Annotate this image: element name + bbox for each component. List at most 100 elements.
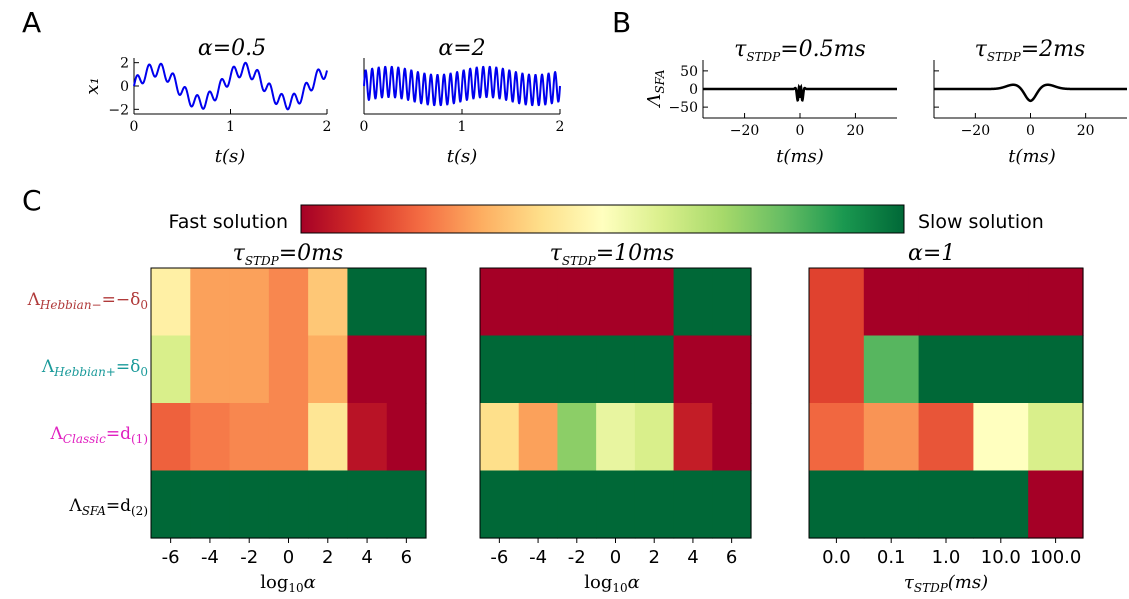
heatmap-x-tick-label: 0	[283, 547, 294, 568]
heatmap-cell	[712, 470, 752, 539]
heatmap-cell	[480, 470, 520, 539]
panel-b2-x-tick-label: 0	[1026, 123, 1035, 139]
row-labels: ΛHebbian−=−δ0 ΛHebbian+=δ0 ΛClassic=d(1)…	[27, 290, 148, 518]
heatmap-cell	[190, 470, 231, 539]
row-label-sfa: ΛSFA=d(2)	[68, 496, 148, 518]
heatmap-cell	[518, 470, 559, 539]
heatmap-cell	[347, 268, 388, 337]
heatmap-cell	[809, 268, 865, 337]
panel-a2: α=2 0 1 2 t(s)	[360, 36, 565, 167]
panel-b1-x-tick-label: 0	[796, 123, 805, 139]
heatmap-cell	[712, 268, 752, 337]
heatmap-1-title-sub: STDP	[245, 254, 280, 268]
heatmap-1-x-label-rest: α	[304, 572, 316, 593]
heatmap-x-tick-label: -2	[568, 547, 586, 568]
panel-b2-title-rest: =2ms	[1021, 37, 1086, 62]
heatmap-x-tick-label: 100.0	[1030, 547, 1082, 568]
row-label-hebbian-plus-rest: =δ	[116, 357, 140, 377]
heatmap-x-tick-label: -4	[201, 547, 219, 568]
heatmap-cell	[673, 335, 713, 404]
panel-a2-signal-line	[363, 65, 561, 107]
panel-a1-x-tick-label: 2	[323, 119, 332, 135]
heatmap-cell	[386, 335, 427, 404]
row-label-hebbian-plus-sub: Hebbian+	[53, 365, 116, 379]
heatmap-3-x-label-rest: (ms)	[948, 572, 988, 593]
heatmap-cell	[557, 268, 597, 337]
heatmap-cell	[229, 268, 270, 337]
heatmap-cell	[596, 403, 636, 472]
heatmap-1-x-label-main: log	[260, 572, 288, 593]
heatmap-1-title-rest: =0ms	[279, 241, 344, 266]
row-label-hebbian-minus-rest-sub: 0	[140, 298, 148, 312]
panel-letter-b: B	[612, 6, 631, 39]
heatmap-x-tick-label: 6	[401, 547, 412, 568]
heatmap-1-x-label-sub: 10	[288, 581, 303, 595]
row-label-hebbian-plus: ΛHebbian+=δ0	[41, 357, 148, 379]
heatmap-x-tick-label: 0.0	[822, 547, 851, 568]
panel-b2-x-tick-label: −20	[961, 123, 991, 139]
heatmap-cell	[712, 403, 752, 472]
panel-a1: α=0.5 0 1 220−2 t(s) x₁	[82, 36, 331, 167]
panel-b1-y-tick-label: 50	[680, 64, 698, 80]
panel-a1-title: α=0.5	[198, 36, 266, 61]
heatmap-cell	[596, 268, 636, 337]
heatmap-x-tick-label: 4	[361, 547, 372, 568]
heatmap-x-tick-label: 4	[687, 547, 698, 568]
heatmap-cell	[918, 335, 974, 404]
panel-b1-kernel-line	[703, 83, 897, 102]
colorbar: Fast solution Slow solution	[169, 204, 1044, 234]
panel-b1-x-label: t(ms)	[776, 146, 824, 167]
heatmap-cell	[229, 335, 270, 404]
row-label-classic-main: Λ	[50, 424, 64, 444]
heatmap-3-x-label-sub: STDP	[914, 581, 949, 595]
heatmap-x-tick-label: 0.1	[877, 547, 906, 568]
heatmap-3-x-label-main: τ	[904, 572, 915, 593]
heatmap-cell	[480, 335, 520, 404]
panel-b1-y-label-sub: SFA	[653, 69, 667, 94]
heatmap-cell	[347, 335, 388, 404]
panel-b1-y-tick-label: 0	[689, 82, 698, 98]
panel-b1: τSTDP=0.5ms −20 0 20 50 0 −50 t(ms) ΛSFA	[644, 37, 897, 167]
heatmap-cell	[634, 470, 675, 539]
panel-b1-y-label: ΛSFA	[644, 69, 667, 109]
panel-b2-title-sub: STDP	[987, 50, 1022, 64]
panel-b1-title-rest: =0.5ms	[780, 37, 866, 62]
row-label-hebbian-minus: ΛHebbian−=−δ0	[27, 290, 148, 312]
panel-c-heatmaps: -6 -4 -2 0 2 4 6 -6 -4 -2 0 2 4 6 0.0 0.1 1.0 10.0 100.0	[150, 267, 1084, 568]
panel-a2-x-tick-label: 0	[360, 119, 369, 135]
heatmap-x-tick-label: 2	[322, 547, 333, 568]
heatmap-cell	[1028, 470, 1084, 539]
panel-b1-title-sub: STDP	[746, 50, 781, 64]
heatmap-x-tick-label: -6	[162, 547, 180, 568]
panel-a1-x-label: t(s)	[215, 146, 246, 167]
heatmap-cell	[863, 470, 920, 539]
panel-a1-x-tick-label: 1	[226, 119, 235, 135]
heatmap-3-x-label: τSTDP(ms)	[904, 572, 988, 595]
row-label-classic-rest-sub: (1)	[131, 432, 148, 446]
heatmap-cell	[480, 403, 520, 472]
panel-b2-x-label: t(ms)	[1008, 146, 1056, 167]
panel-b2-kernel-line	[934, 83, 1127, 103]
panel-b1-x-tick-label: 20	[847, 123, 865, 139]
heatmap-cell	[557, 335, 597, 404]
heatmap-1-title: τSTDP=0ms	[233, 241, 344, 268]
heatmap-cell	[918, 470, 974, 539]
heatmap-cell	[1028, 268, 1084, 337]
heatmap-cell	[268, 470, 309, 539]
heatmap-cell	[809, 335, 865, 404]
heatmap-cell	[863, 335, 920, 404]
heatmap-cell	[190, 268, 231, 337]
heatmap-2-title-sub: STDP	[562, 254, 597, 268]
panel-a2-x-tick-label: 2	[556, 119, 565, 135]
row-label-classic-rest: =d	[106, 424, 131, 444]
colorbar-gradient	[300, 204, 905, 234]
heatmap-cell	[973, 268, 1029, 337]
colorbar-left-label: Fast solution	[169, 211, 288, 233]
panel-a2-x-tick-label: 1	[458, 119, 467, 135]
heatmap-cell	[712, 335, 752, 404]
heatmap-1-title-main: τ	[233, 241, 246, 266]
heatmap-cell	[518, 335, 559, 404]
panel-a1-signal-line	[133, 61, 328, 111]
heatmap-2-title: τSTDP=10ms	[550, 241, 675, 268]
